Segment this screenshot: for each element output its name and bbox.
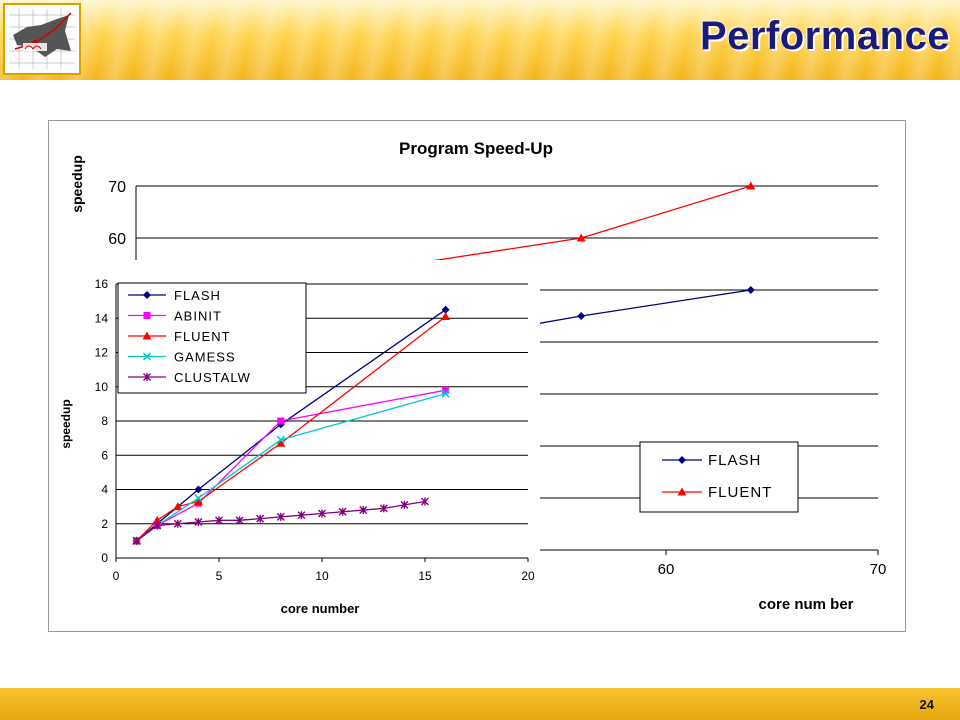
inset-y-tick-label: 8 — [101, 414, 108, 428]
inset-series-point — [235, 516, 244, 525]
big-series-point — [746, 181, 756, 190]
inset-x-tick-label: 20 — [521, 569, 535, 583]
inset-x-axis-title: core number — [281, 601, 360, 616]
inset-series-point — [277, 417, 285, 425]
inset-y-tick-label: 10 — [95, 380, 109, 394]
inset-legend-marker — [142, 331, 152, 340]
big-x-tick-label: 60 — [658, 561, 675, 578]
inset-series-point — [194, 518, 203, 527]
inset-y-tick-label: 6 — [101, 448, 108, 462]
inset-series-point — [193, 496, 203, 505]
logo — [3, 3, 81, 75]
inset-x-tick-label: 5 — [216, 569, 223, 583]
inset-y-tick-label: 2 — [101, 517, 108, 531]
big-legend-label: FLUENT — [708, 484, 772, 501]
inset-series-point — [215, 516, 223, 525]
inset-x-tick-label: 10 — [315, 569, 329, 583]
inset-series-point — [400, 500, 409, 509]
inset-series-point — [421, 497, 429, 506]
inset-series-point — [379, 504, 388, 513]
inset-legend-marker — [143, 373, 151, 381]
inset-x-tick-label: 15 — [418, 569, 432, 583]
inset-series-point — [441, 305, 450, 314]
big-legend-marker — [677, 487, 687, 496]
inset-legend-label: CLUSTALW — [174, 370, 251, 385]
inset-series-point — [152, 515, 162, 524]
big-x-axis-title: core num ber — [758, 596, 853, 613]
speedup-chart-figure: 405060706070Program Speed-Upspeedupcore … — [48, 120, 906, 632]
inset-legend-marker — [143, 291, 151, 299]
inset-series-point — [194, 485, 203, 494]
big-y-tick-label: 60 — [108, 231, 126, 248]
footer-band: 24 — [0, 688, 960, 720]
inset-legend-label: FLASH — [174, 288, 221, 303]
big-series-point — [577, 312, 586, 320]
inset-series-point — [318, 509, 326, 518]
inset-series-point — [173, 519, 182, 528]
chart-title: Program Speed-Up — [399, 139, 553, 158]
inset-y-tick-label: 12 — [95, 346, 109, 360]
speedup-chart: 405060706070Program Speed-Upspeedupcore … — [48, 120, 906, 632]
inset-y-tick-label: 14 — [95, 311, 109, 325]
inset-series-point — [194, 493, 203, 503]
inset-y-tick-label: 16 — [95, 277, 109, 291]
big-legend-label: FLASH — [708, 452, 761, 469]
page-number: 24 — [919, 697, 934, 712]
inset-series-point — [132, 536, 141, 545]
inset-series-point — [153, 521, 162, 530]
big-y-tick-label: 70 — [108, 179, 126, 196]
big-series-point — [746, 286, 755, 294]
inset-legend-label: FLUENT — [174, 329, 231, 344]
inset-series-point — [276, 435, 285, 444]
inset-series-point — [276, 438, 286, 447]
inset-legend-marker — [143, 312, 151, 319]
inset-series-point — [359, 506, 368, 515]
inset-legend-label: GAMESS — [174, 350, 236, 365]
inset-series-point — [441, 389, 450, 398]
inset-legend-label: ABINIT — [174, 309, 222, 324]
inset-series-point — [338, 507, 347, 516]
inset-x-tick-label: 0 — [113, 569, 120, 583]
inset-series-point — [256, 514, 265, 523]
inset-y-tick-label: 4 — [101, 483, 108, 497]
inset-series-point — [442, 386, 450, 394]
big-y-axis-title: speedup — [69, 155, 85, 213]
inset-series-point — [297, 511, 306, 520]
big-series-point — [576, 233, 586, 242]
inset-legend-marker — [142, 352, 152, 361]
big-legend-marker — [678, 456, 686, 464]
big-x-tick-label: 70 — [870, 561, 887, 578]
sicily-logo-icon — [9, 9, 75, 69]
inset-series-point — [276, 512, 285, 521]
slide-title: Performance — [699, 14, 950, 58]
inset-y-tick-label: 0 — [101, 551, 108, 565]
header-band — [0, 0, 960, 80]
big-legend-box — [639, 441, 799, 513]
inset-series-point — [173, 502, 183, 511]
inset-y-axis-title: speedup — [59, 399, 73, 448]
inset-series-point — [441, 312, 451, 321]
inset-chart: 0 2 4 6 8 10 12 14 16 0 5 10 15 20 speedup core number F… — [59, 277, 535, 616]
